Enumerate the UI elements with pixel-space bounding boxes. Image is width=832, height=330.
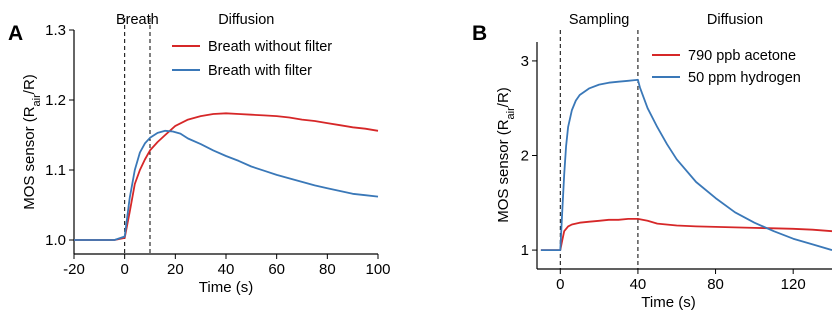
x-tick-label: 40	[218, 261, 235, 278]
legend-label: Breath without filter	[208, 39, 332, 55]
y-tick-label: 1.0	[45, 232, 66, 249]
x-tick-label: 120	[781, 276, 806, 293]
x-tick-label: -20	[63, 261, 85, 278]
series-line	[540, 218, 832, 251]
series-line	[74, 129, 379, 241]
x-tick-label: 0	[556, 276, 564, 293]
x-tick-label: 80	[319, 261, 336, 278]
x-tick-label: 20	[167, 261, 184, 278]
x-axis-label: Time (s)	[199, 279, 253, 296]
series-line	[74, 112, 379, 241]
x-tick-label: 0	[120, 261, 128, 278]
y-tick-label: 1	[521, 242, 529, 259]
region-label: Breath	[116, 12, 159, 28]
x-tick-label: 40	[630, 276, 647, 293]
y-axis-label: MOS sensor (Rair/R)	[495, 87, 517, 223]
panel-a: A -20 0 20 40 60 80 100 1.0 1.1 1.2 1.3 Time (s) MOS …	[8, 12, 391, 296]
y-axis-label: MOS sensor (Rair/R)	[21, 74, 43, 210]
panel-label: A	[8, 22, 23, 45]
x-tick-label: 80	[707, 276, 724, 293]
y-tick-label: 1.3	[45, 22, 66, 39]
x-tick-label: 100	[365, 261, 390, 278]
region-label: Diffusion	[218, 12, 274, 28]
y-tick-label: 1.2	[45, 92, 66, 109]
region-label: Sampling	[569, 12, 629, 28]
y-tick-label: 1.1	[45, 162, 66, 179]
panel-b: B 0 40 80 120 1 2 3 Time (s) MOS sensor (Rair/R) S…	[472, 12, 832, 311]
x-axis-label: Time (s)	[641, 294, 695, 311]
legend-label: 50 ppm hydrogen	[688, 70, 801, 86]
legend-label: 790 ppb acetone	[688, 48, 796, 64]
y-tick-label: 3	[521, 53, 529, 70]
panel-label: B	[472, 22, 487, 45]
series-line	[540, 78, 832, 251]
x-tick-label: 60	[268, 261, 285, 278]
legend-label: Breath with filter	[208, 63, 312, 79]
y-tick-label: 2	[521, 148, 529, 165]
region-label: Diffusion	[707, 12, 763, 28]
